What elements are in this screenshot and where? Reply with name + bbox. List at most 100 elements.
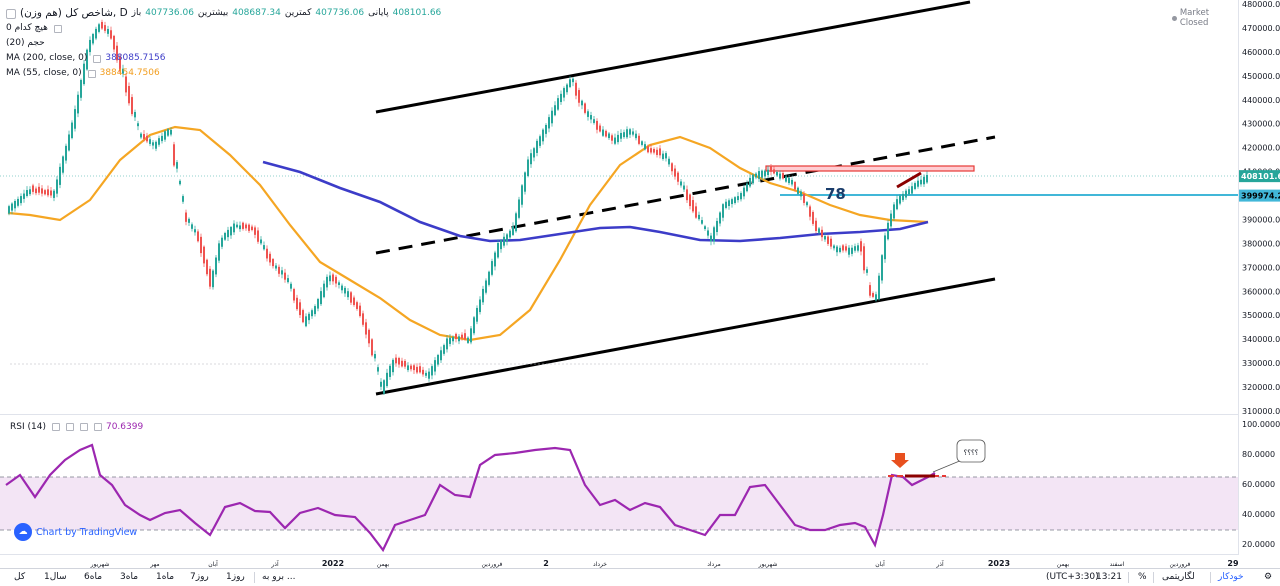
candle-body[interactable]	[164, 131, 166, 140]
candle-body[interactable]	[647, 146, 649, 153]
candle-body[interactable]	[290, 283, 292, 289]
candle-body[interactable]	[827, 236, 829, 244]
candle-body[interactable]	[674, 168, 676, 177]
candle-body[interactable]	[338, 282, 340, 286]
candle-body[interactable]	[656, 149, 658, 155]
candle-body[interactable]	[623, 132, 625, 138]
candle-body[interactable]	[851, 247, 853, 254]
candle-body[interactable]	[380, 381, 382, 387]
candle-body[interactable]	[653, 148, 655, 153]
candle-body[interactable]	[794, 182, 796, 190]
candle-body[interactable]	[689, 194, 691, 207]
candle-body[interactable]	[233, 223, 235, 233]
candle-body[interactable]	[227, 229, 229, 238]
candle-body[interactable]	[62, 156, 64, 173]
candle-body[interactable]	[638, 135, 640, 144]
candle-body[interactable]	[251, 226, 253, 231]
rsi-arrow-down-icon[interactable]	[891, 453, 909, 468]
candle-body[interactable]	[857, 245, 859, 251]
range-1y-button[interactable]: 1سال	[44, 572, 67, 582]
candle-body[interactable]	[122, 68, 124, 74]
rsi-more-icon[interactable]	[93, 423, 102, 431]
candle-body[interactable]	[299, 302, 301, 316]
range-6m-button[interactable]: 6ماه	[84, 572, 103, 582]
legend-volume-row[interactable]: هیچ کدام 0	[6, 21, 441, 36]
candle-body[interactable]	[854, 246, 856, 251]
candle-body[interactable]	[767, 169, 769, 175]
candle-body[interactable]	[821, 229, 823, 238]
ma55-eye-icon[interactable]	[87, 69, 96, 78]
candle-body[interactable]	[476, 307, 478, 322]
candle-body[interactable]	[809, 206, 811, 217]
percent-toggle[interactable]: %	[1138, 572, 1147, 582]
candle-body[interactable]	[416, 366, 418, 373]
candle-body[interactable]	[80, 79, 82, 98]
candle-body[interactable]	[23, 193, 25, 199]
candle-body[interactable]	[437, 354, 439, 365]
candle-body[interactable]	[776, 172, 778, 176]
candle-body[interactable]	[731, 199, 733, 205]
candle-body[interactable]	[260, 239, 262, 244]
candle-body[interactable]	[545, 124, 547, 134]
short-trend-line[interactable]	[896, 171, 922, 189]
candle-body[interactable]	[617, 134, 619, 143]
candle-body[interactable]	[779, 173, 781, 179]
candle-body[interactable]	[107, 28, 109, 34]
legend-ma55-row[interactable]: MA (55, close, 0) 388454.7506	[6, 66, 441, 81]
candle-body[interactable]	[605, 130, 607, 137]
candle-body[interactable]	[95, 28, 97, 39]
candle-body[interactable]	[509, 230, 511, 238]
auto-scale-toggle[interactable]: خودکار	[1218, 572, 1244, 582]
candle-body[interactable]	[845, 246, 847, 251]
candle-body[interactable]	[56, 179, 58, 194]
candle-body[interactable]	[257, 230, 259, 242]
candle-body[interactable]	[392, 359, 394, 373]
candle-body[interactable]	[875, 294, 877, 301]
candle-body[interactable]	[404, 360, 406, 367]
candle-body[interactable]	[494, 252, 496, 267]
candle-body[interactable]	[620, 132, 622, 139]
rsi-eye-icon[interactable]	[51, 423, 60, 431]
candle-body[interactable]	[434, 360, 436, 372]
candle-body[interactable]	[386, 372, 388, 387]
channel-lower-line[interactable]	[375, 277, 996, 396]
candle-body[interactable]	[680, 181, 682, 186]
candle-body[interactable]	[554, 105, 556, 116]
candle-body[interactable]	[836, 246, 838, 253]
candle-body[interactable]	[215, 257, 217, 275]
candle-body[interactable]	[347, 291, 349, 298]
candle-body[interactable]	[632, 131, 634, 135]
candle-body[interactable]	[173, 144, 175, 166]
candle-body[interactable]	[566, 84, 568, 93]
candle-body[interactable]	[749, 177, 751, 187]
candle-body[interactable]	[887, 222, 889, 240]
candle-body[interactable]	[17, 198, 19, 206]
candle-body[interactable]	[869, 285, 871, 296]
candle-body[interactable]	[407, 365, 409, 371]
candle-body[interactable]	[662, 153, 664, 160]
candle-body[interactable]	[293, 289, 295, 301]
candle-body[interactable]	[773, 169, 775, 174]
candle-body[interactable]	[230, 226, 232, 236]
candle-body[interactable]	[362, 313, 364, 325]
range-all-button[interactable]: کل	[14, 572, 26, 582]
candle-body[interactable]	[41, 188, 43, 194]
range-7d-button[interactable]: 7روز	[190, 572, 209, 582]
candle-body[interactable]	[530, 153, 532, 165]
range-3m-button[interactable]: 3ماه	[120, 572, 139, 582]
candle-body[interactable]	[815, 220, 817, 231]
candle-body[interactable]	[548, 117, 550, 129]
candle-body[interactable]	[203, 246, 205, 264]
candle-body[interactable]	[224, 232, 226, 240]
candle-body[interactable]	[182, 196, 184, 202]
candle-body[interactable]	[599, 125, 601, 132]
candle-body[interactable]	[587, 111, 589, 117]
candle-body[interactable]	[125, 76, 127, 93]
candle-body[interactable]	[446, 338, 448, 350]
candle-body[interactable]	[77, 94, 79, 114]
candle-body[interactable]	[218, 243, 220, 261]
candle-body[interactable]	[74, 109, 76, 129]
annotation-78[interactable]: 78	[825, 185, 846, 203]
candle-body[interactable]	[410, 365, 412, 370]
candle-body[interactable]	[305, 316, 307, 327]
